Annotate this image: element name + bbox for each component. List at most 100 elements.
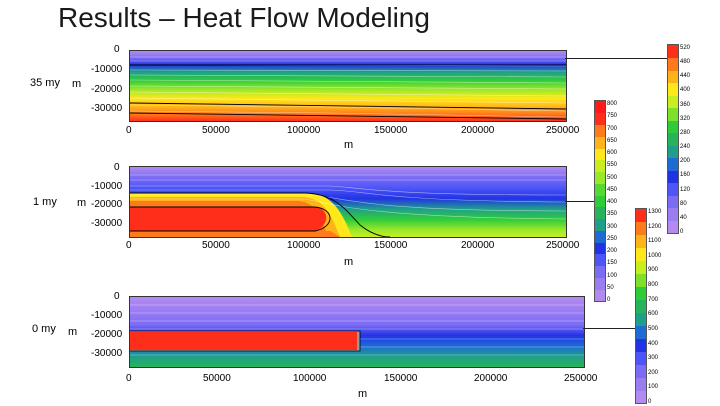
colorbar-tick-label: 200 [648, 369, 659, 376]
colorbar-segment [595, 277, 605, 290]
colorbar-tick-label: 500 [607, 174, 618, 181]
colorbar-segment [595, 136, 605, 149]
colorbar-segment [668, 132, 678, 146]
colorbar-segment [595, 218, 605, 231]
colorbar-tick-label: 200 [607, 248, 618, 254]
colorbar-segment [668, 57, 678, 71]
colorbar-tick-label: 80 [680, 200, 687, 207]
x-tick: 50000 [202, 125, 230, 136]
y-tick: -30000 [91, 348, 123, 359]
colorbar-segment [595, 101, 605, 114]
colorbar-segment [595, 159, 605, 173]
colorbar-segment [595, 183, 605, 196]
y-tick: 0 [114, 162, 120, 173]
colorbar-segment [668, 170, 678, 184]
temperature-colorbar-0my: 0 100 200 300 400 500 600 700 800 900 1000 1100 1200… [635, 208, 661, 405]
y-tick: -30000 [91, 103, 123, 114]
colorbar-segment [668, 70, 678, 84]
colorbar-segment [668, 182, 678, 196]
colorbar-segment [636, 221, 646, 236]
slide-title: Results – Heat Flow Modeling [58, 2, 430, 33]
x-tick: 50000 [203, 373, 231, 384]
x-tick: 200000 [461, 125, 495, 136]
y-tick: 0 [114, 291, 120, 302]
colorbar-tick-label: 400 [680, 87, 691, 94]
colorbar-tick-label: 550 [607, 162, 618, 169]
colorbar-segment [595, 242, 605, 255]
colorbar-tick-label: 300 [607, 223, 618, 230]
colorbar-segment [636, 260, 646, 275]
time-label-1my: 1 my [33, 196, 57, 208]
colorbar-segment [636, 312, 646, 326]
time-label-35my: 35 my [30, 77, 60, 89]
colorbar-segment [636, 325, 646, 339]
colorbar-tick-label: 1000 [648, 252, 662, 259]
colorbar-segment [636, 338, 646, 352]
colorbar-segment [595, 265, 605, 278]
colorbar-tick-label: 800 [648, 282, 659, 289]
colorbar-tick-label: 1200 [648, 223, 662, 230]
temperature-colorbar-35my: 0 40 80 120 160 200 240 280 320 360 400 440 480 520 [667, 44, 690, 235]
colorbar-segment [636, 299, 646, 313]
colorbar-tick-label: 0 [680, 229, 684, 235]
colorbar-segment [668, 207, 678, 221]
colorbar-tick-label: 120 [680, 186, 691, 193]
x-axis-label: m [358, 388, 368, 400]
colorbar-tick-label: 520 [680, 45, 691, 51]
connector-line [565, 58, 667, 59]
colorbar-tick-label: 400 [648, 340, 659, 347]
colorbar-tick-label: 100 [648, 384, 659, 391]
y-tick: -20000 [91, 329, 123, 340]
x-tick: 150000 [374, 125, 408, 136]
x-axis-label: m [344, 139, 354, 151]
colorbar-tick-label: 350 [607, 211, 618, 218]
colorbar-tick-label: 800 [607, 101, 618, 107]
colorbar-tick-label: 600 [607, 150, 618, 156]
x-tick: 200000 [461, 240, 495, 251]
x-tick: 0 [126, 125, 132, 136]
x-tick: 250000 [546, 125, 580, 136]
y-tick: 0 [114, 44, 120, 55]
colorbar-tick-label: 50 [607, 284, 614, 291]
y-tick: -10000 [91, 310, 123, 321]
colorbar-segment [636, 247, 646, 262]
heat-flow-plot-35my [129, 50, 567, 122]
colorbar-segment [668, 120, 678, 134]
colorbar-segment [595, 148, 605, 161]
colorbar-tick-label: 100 [607, 272, 618, 279]
colorbar-segment [668, 195, 678, 209]
x-tick: 100000 [293, 373, 327, 384]
colorbar-segment [668, 157, 678, 171]
colorbar-tick-label: 1100 [648, 238, 661, 245]
colorbar-segment [636, 286, 646, 301]
colorbar-segment [595, 195, 605, 208]
colorbar-segment [668, 45, 678, 59]
colorbar-tick-label: 700 [607, 125, 618, 132]
x-tick: 150000 [374, 240, 408, 251]
x-axis-label: m [344, 256, 354, 268]
y-tick: -10000 [91, 64, 123, 75]
colorbar-segment [668, 107, 678, 121]
colorbar-segment [636, 234, 646, 249]
colorbar-tick-label: 750 [607, 113, 618, 120]
colorbar-segment [668, 82, 678, 96]
colorbar-segment [668, 220, 678, 234]
y-tick: -20000 [91, 84, 123, 95]
x-tick: 250000 [564, 373, 598, 384]
time-label-0my: 0 my [32, 323, 56, 335]
colorbar-tick-label: 320 [680, 115, 691, 122]
y-axis-label: m [68, 326, 78, 338]
y-tick: -10000 [91, 181, 123, 192]
colorbar-tick-label: 160 [680, 172, 691, 179]
colorbar-tick-label: 0 [648, 399, 652, 405]
colorbar-tick-label: 300 [648, 355, 659, 362]
colorbar-segment [636, 377, 646, 391]
heat-flow-plot-0my [129, 296, 585, 368]
colorbar-segment [595, 124, 605, 137]
colorbar-tick-label: 650 [607, 137, 618, 144]
colorbar-tick-label: 280 [680, 129, 691, 136]
colorbar-tick-label: 200 [680, 158, 691, 165]
x-tick: 150000 [384, 373, 418, 384]
colorbar-segment [636, 364, 646, 378]
colorbar-tick-label: 150 [607, 260, 618, 267]
